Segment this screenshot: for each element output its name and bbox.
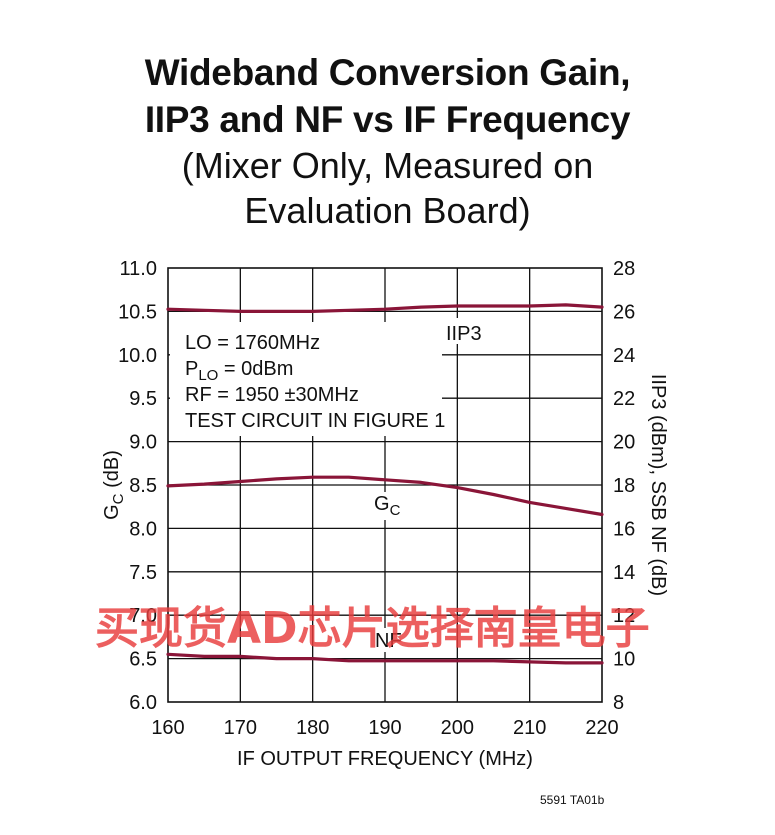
annotation-plo: PLO = 0dBm (185, 358, 293, 384)
y-right-tick-label: 10 (613, 649, 635, 671)
y-right-tick-label: 16 (613, 518, 635, 540)
series-label-gc-main: G (374, 493, 390, 515)
y-right-tick-label: 28 (613, 258, 635, 280)
y-left-tick-label: 6.0 (129, 692, 157, 714)
y-left-tick-label: 9.5 (129, 388, 157, 410)
annotation-plo-sub: LO (198, 367, 218, 384)
y-right-tick-label: 8 (613, 692, 624, 714)
annotation-plo-main: P (185, 358, 198, 380)
annotation-plo-rest: = 0dBm (218, 358, 293, 380)
series-label-nf-main: NF (375, 630, 402, 652)
annotation-block: LO = 1760MHz PLO = 0dBm RF = 1950 ±30MHz… (170, 322, 445, 436)
y-right-tick-label: 14 (613, 562, 635, 584)
y-right-tick-label: 20 (613, 432, 635, 454)
watermark-text: 买现货AD芯片选择南皇电子 (95, 603, 650, 654)
y-left-axis-label: GC (dB) (101, 450, 127, 520)
gc-label-background (370, 492, 406, 520)
annotation-lo: LO = 1760MHz (185, 332, 320, 354)
x-tick-label: 220 (585, 717, 618, 739)
figure-reference: 5591 TA01b (540, 793, 605, 807)
x-tick-label: 200 (441, 717, 474, 739)
series-label-iip3: IIP3 (446, 323, 482, 345)
y-left-tick-label: 8.5 (129, 475, 157, 497)
series-line-gc (166, 475, 604, 517)
chart-subtitle-line-2: Evaluation Board) (244, 190, 531, 231)
y-left-tick-label: 6.5 (129, 649, 157, 671)
y-right-axis-label: IIP3 (dBm), SSB NF (dB) (647, 374, 669, 596)
x-tick-label: 160 (151, 717, 184, 739)
y-right-tick-labels: 8 10 12 14 16 18 20 22 24 26 28 (613, 258, 635, 714)
y-left-axis-label-main: G (101, 504, 123, 520)
y-left-tick-label: 8.0 (129, 518, 157, 540)
series-line-iip3 (166, 303, 604, 313)
y-left-axis-label-sub: C (110, 493, 127, 504)
series-label-gc-sub: C (390, 502, 401, 519)
series-label-gc: GC (374, 493, 401, 519)
y-right-tick-label: 24 (613, 345, 635, 367)
y-right-tick-label: 12 (613, 605, 635, 627)
x-tick-label: 170 (224, 717, 257, 739)
x-axis-label: IF OUTPUT FREQUENCY (MHz) (237, 748, 533, 770)
y-left-tick-label: 9.0 (129, 432, 157, 454)
series-line-nf (166, 652, 604, 665)
chart-title-line-2: IIP3 and NF vs IF Frequency (144, 99, 631, 140)
series-lines (166, 303, 604, 665)
series-label-nf: NF (375, 630, 402, 652)
nf-label-background (372, 628, 404, 652)
y-left-tick-labels: 6.0 6.5 7.0 7.5 8.0 8.5 9.0 9.5 10.0 10.5 11.0 (118, 258, 157, 714)
y-right-tick-label: 18 (613, 475, 635, 497)
y-right-tick-label: 26 (613, 301, 635, 323)
y-left-tick-label: 10.5 (118, 301, 157, 323)
x-tick-label: 190 (368, 717, 401, 739)
annotation-background (170, 322, 442, 436)
y-left-tick-label: 7.5 (129, 562, 157, 584)
iip3-label-background (440, 318, 490, 344)
series-label-iip3-main: IIP3 (446, 323, 482, 345)
y-left-axis-label-unit: (dB) (101, 450, 123, 493)
x-tick-label: 180 (296, 717, 329, 739)
y-left-tick-label: 10.0 (118, 345, 157, 367)
x-tick-labels: 160 170 180 190 200 210 220 (151, 717, 618, 739)
y-left-tick-label: 7.0 (129, 605, 157, 627)
chart-title-line-1: Wideband Conversion Gain, (144, 52, 631, 93)
annotation-rf: RF = 1950 ±30MHz (185, 384, 359, 406)
y-left-tick-label: 11.0 (120, 258, 157, 280)
chart-subtitle-line-1: (Mixer Only, Measured on (181, 145, 594, 186)
x-tick-label: 210 (513, 717, 546, 739)
y-right-tick-label: 22 (613, 388, 635, 410)
annotation-test-circuit: TEST CIRCUIT IN FIGURE 1 (185, 410, 445, 432)
